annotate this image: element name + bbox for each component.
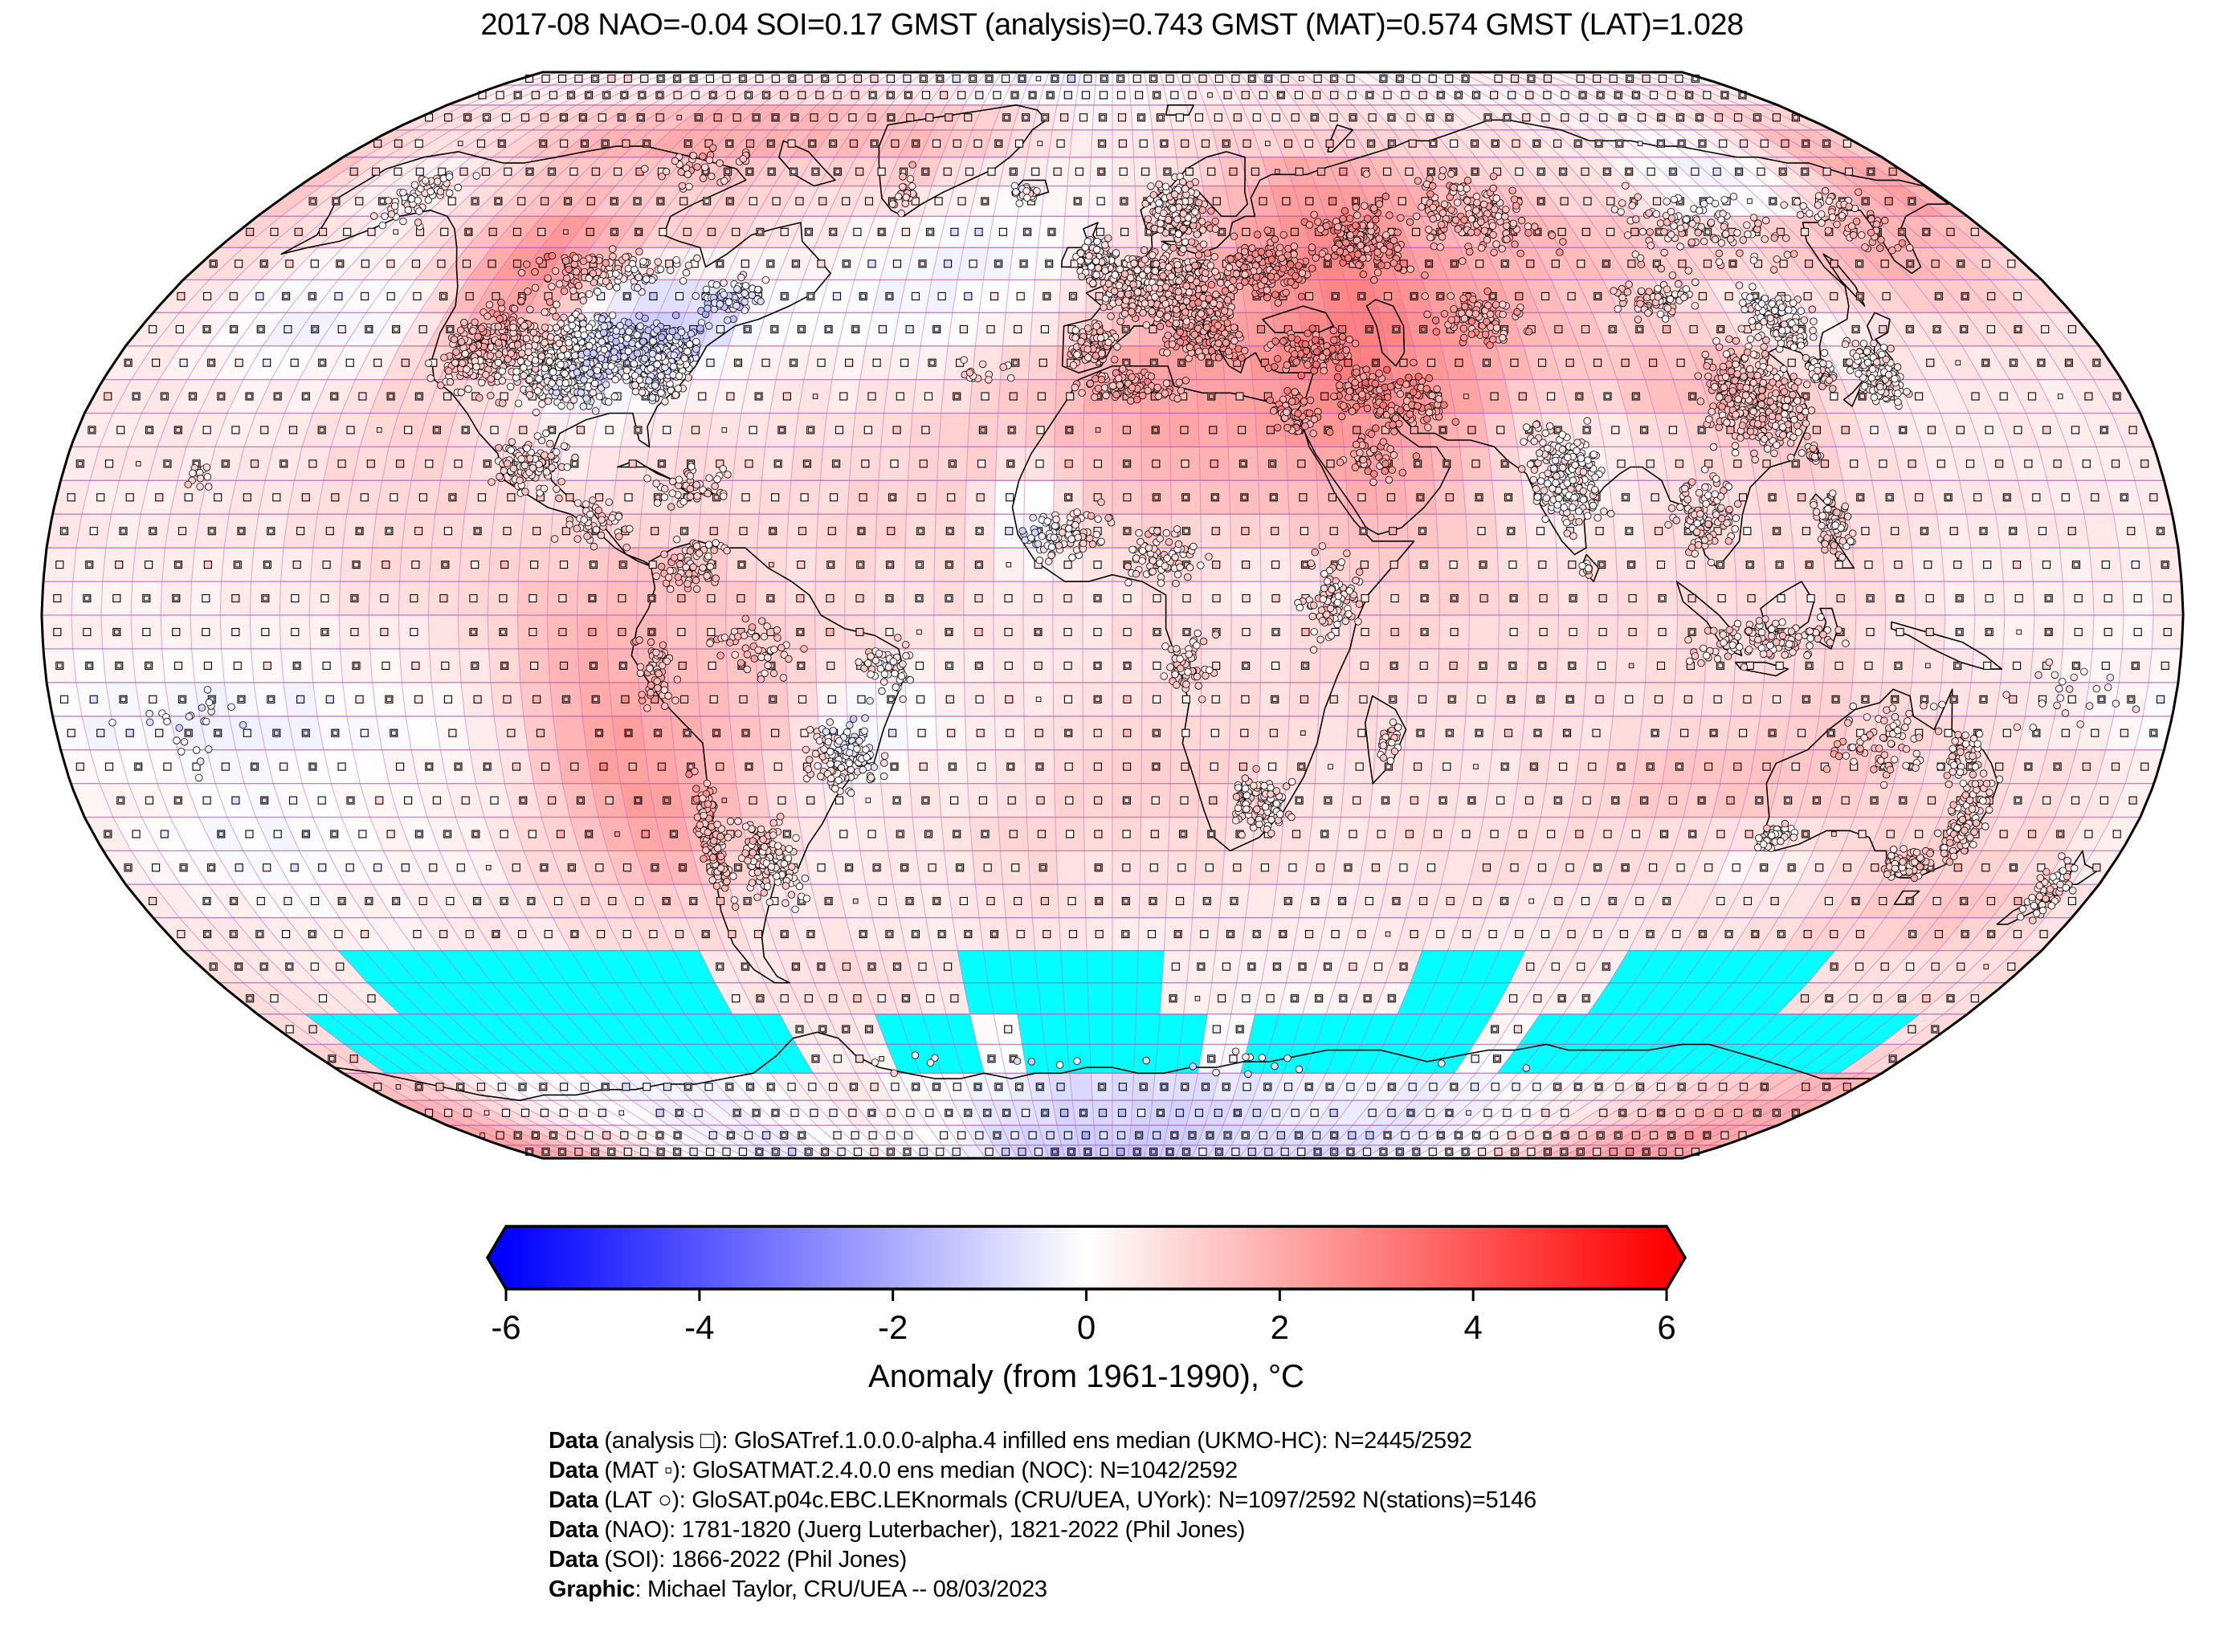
map-canvas	[40, 71, 2185, 1160]
footer-line: Data (MAT ▫): GloSATMAT.2.4.0.0 ens medi…	[549, 1456, 1536, 1486]
colorbar-tick-label: 6	[1657, 1308, 1675, 1346]
footer-prefix: Data	[549, 1428, 598, 1454]
colorbar-canvas: -6 -4 -2 0 2 4 6 Anomaly (from 1961-1990), °C	[485, 1225, 1687, 1394]
footer-text: (MAT ▫): GloSATMAT.2.4.0.0 ens median (N…	[598, 1458, 1238, 1483]
footer-line: Data (analysis □): GloSATref.1.0.0.0-alp…	[549, 1426, 1536, 1456]
footer-prefix: Data	[549, 1487, 598, 1513]
footer-line: Data (SOI): 1866-2022 (Phil Jones)	[549, 1545, 1536, 1575]
figure-title: 2017-08 NAO=-0.04 SOI=0.17 GMST (analysi…	[480, 8, 1744, 42]
footer-line: Graphic: Michael Taylor, CRU/UEA -- 08/0…	[549, 1575, 1536, 1605]
footer-prefix: Data	[549, 1547, 598, 1572]
data-sources: Data (analysis □): GloSATref.1.0.0.0-alp…	[549, 1426, 1536, 1605]
footer-text: (LAT ○): GloSAT.p04c.EBC.LEKnormals (CRU…	[598, 1487, 1536, 1513]
lat-station-circle-markers	[108, 144, 2140, 1079]
footer-prefix: Data	[549, 1517, 598, 1543]
mat-square-markers	[57, 75, 2168, 1155]
colorbar: -6 -4 -2 0 2 4 6 Anomaly (from 1961-1990), °C	[482, 1214, 1735, 1411]
footer-prefix: Graphic	[549, 1577, 635, 1602]
footer-line: Data (LAT ○): GloSAT.p04c.EBC.LEKnormals…	[549, 1486, 1536, 1515]
footer-text: (NAO): 1781-1820 (Juerg Luterbacher), 18…	[598, 1517, 1246, 1543]
colorbar-tick-label: 0	[1077, 1308, 1096, 1346]
footer-text: (SOI): 1866-2022 (Phil Jones)	[598, 1547, 907, 1572]
world-anomaly-map	[40, 71, 2185, 1160]
colorbar-axis-label: Anomaly (from 1961-1990), °C	[868, 1359, 1304, 1394]
colorbar-tick-label: -2	[878, 1308, 908, 1346]
map-outline	[40, 71, 2185, 1160]
colorbar-tick-label: -4	[684, 1308, 714, 1346]
colorbar-tick-label: 2	[1271, 1308, 1289, 1346]
colorbar-tick-label: 4	[1463, 1308, 1482, 1346]
footer-text: : Michael Taylor, CRU/UEA -- 08/03/2023	[635, 1577, 1048, 1602]
footer-prefix: Data	[549, 1458, 598, 1483]
footer-text: (analysis □): GloSATref.1.0.0.0-alpha.4 …	[598, 1428, 1472, 1454]
colorbar-tick-label: -6	[491, 1308, 520, 1346]
footer-line: Data (NAO): 1781-1820 (Juerg Luterbacher…	[549, 1515, 1536, 1545]
